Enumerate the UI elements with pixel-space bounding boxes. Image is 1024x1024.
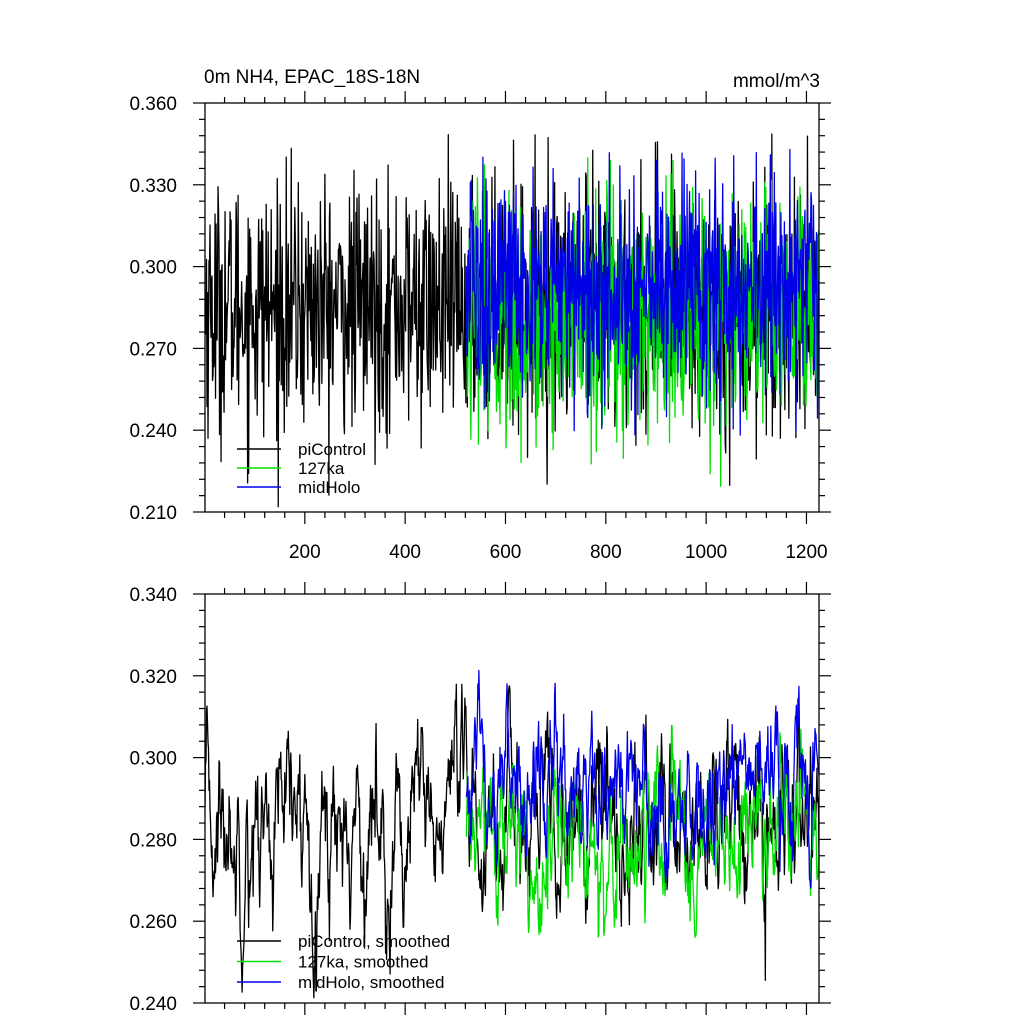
y-tick-label: 0.360 <box>129 94 177 115</box>
x-tick-label: 800 <box>590 542 622 563</box>
legend-label: piControl, smoothed <box>298 932 450 951</box>
x-tick-label: 1000 <box>685 542 727 563</box>
bottom-legend: piControl, smoothed 127ka, smoothedmidHol… <box>237 932 450 992</box>
y-tick-label: 0.240 <box>129 994 177 1015</box>
plot-frame <box>204 102 820 513</box>
y-tick-label: 0.300 <box>129 749 177 770</box>
bottom-series-layer <box>205 669 819 999</box>
chart-title: 0m NH4, EPAC_18S-18N <box>204 67 420 88</box>
y-tick-label: 0.300 <box>129 258 177 279</box>
bottom-axes: 0.240 0.260 0.280 0.300 0.320 0.340 <box>129 582 831 1015</box>
x-tick-label: 600 <box>490 542 522 563</box>
bottom-panel: 0.240 0.260 0.280 0.300 0.320 0.340 piControl… <box>129 582 831 1015</box>
top-axes: 0.210 0.240 0.270 0.300 0.330 0.360 200 400 600 8… <box>129 91 831 563</box>
y-tick-label: 0.270 <box>129 339 177 360</box>
x-tick-label: 400 <box>389 542 421 563</box>
x-tick-label: 1200 <box>785 542 827 563</box>
series-line-midholo-smoothed <box>465 669 819 889</box>
legend-label: midHolo, smoothed <box>298 973 444 992</box>
legend-label: piControl <box>298 440 366 459</box>
y-tick-label: 0.240 <box>129 421 177 442</box>
legend-label: midHolo <box>298 478 360 497</box>
top-panel: 0.210 0.240 0.270 0.300 0.330 0.360 200 400 600 8… <box>129 91 831 563</box>
legend-label: 127ka <box>298 459 345 478</box>
series-line-midholo <box>465 148 819 436</box>
legend-label: 127ka, smoothed <box>298 953 428 972</box>
plot-frame <box>204 593 820 1004</box>
units-label: mmol/m^3 <box>733 71 820 92</box>
top-series-layer <box>205 133 819 508</box>
y-tick-label: 0.280 <box>129 830 177 851</box>
y-tick-label: 0.260 <box>129 912 177 933</box>
y-tick-label: 0.210 <box>129 503 177 524</box>
x-tick-label: 200 <box>289 542 321 563</box>
y-tick-label: 0.320 <box>129 667 177 688</box>
y-tick-label: 0.340 <box>129 585 177 606</box>
y-tick-label: 0.330 <box>129 176 177 197</box>
